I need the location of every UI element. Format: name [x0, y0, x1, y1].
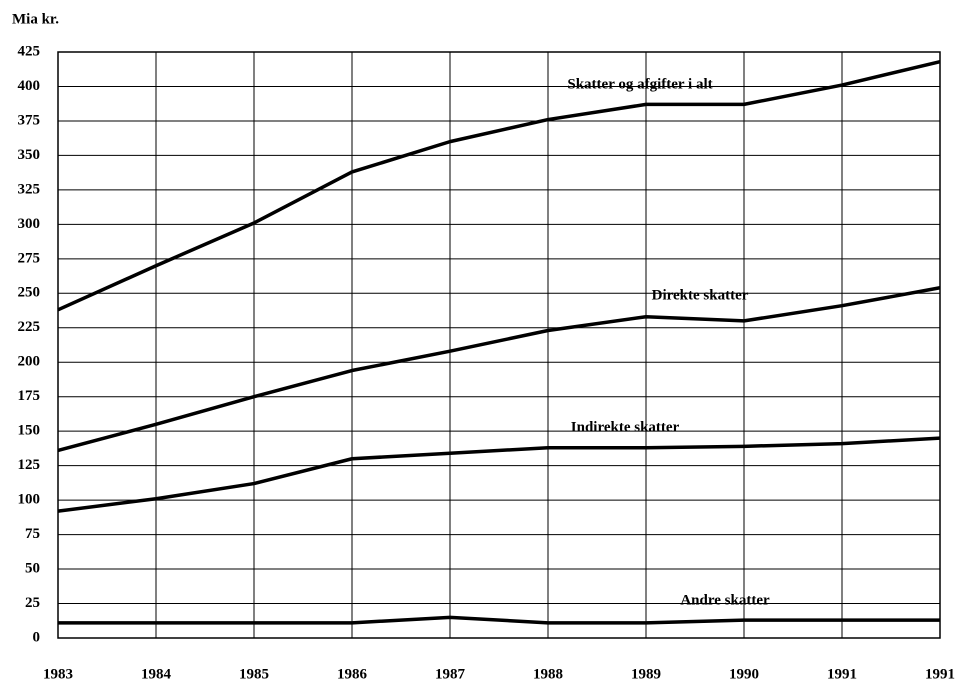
x-tick-label: 1988	[533, 666, 563, 682]
y-tick-label: 425	[18, 43, 41, 59]
x-tick-label: 1984	[141, 666, 172, 682]
series-label: Indirekte skatter	[571, 419, 680, 435]
y-tick-label: 250	[18, 285, 41, 301]
series-label: Direkte skatter	[652, 287, 749, 303]
x-tick-label: 1987	[435, 666, 466, 682]
x-tick-label: 1991	[925, 666, 955, 682]
series-label: Andre skatter	[680, 592, 770, 608]
y-tick-label: 175	[18, 388, 41, 404]
y-tick-label: 100	[18, 492, 41, 508]
y-tick-label: 400	[18, 78, 41, 94]
y-tick-label: 350	[18, 147, 41, 163]
y-tick-label: 0	[33, 629, 41, 645]
series-line	[57, 286, 941, 453]
series-label: Skatter og afgifter i alt	[567, 76, 712, 92]
y-tick-label: 25	[25, 595, 40, 611]
y-tick-label: 300	[18, 216, 41, 232]
series-line	[57, 59, 941, 312]
y-tick-label: 200	[18, 354, 41, 370]
x-tick-label: 1990	[729, 666, 759, 682]
x-tick-label: 1983	[43, 666, 73, 682]
y-tick-label: 325	[18, 181, 41, 197]
series-line	[58, 615, 940, 625]
x-tick-label: 1991	[827, 666, 857, 682]
x-tick-label: 1989	[631, 666, 661, 682]
y-tick-label: 225	[18, 319, 41, 335]
y-tick-label: 50	[25, 560, 40, 576]
y-tick-label: 375	[18, 112, 41, 128]
y-tick-label: 150	[18, 423, 41, 439]
y-tick-label: 75	[25, 526, 40, 542]
y-tick-label: 125	[18, 457, 41, 473]
x-tick-label: 1985	[239, 666, 269, 682]
plot-frame	[57, 51, 941, 639]
series-line	[57, 436, 941, 513]
y-tick-label: 275	[18, 250, 41, 266]
x-tick-label: 1986	[337, 666, 368, 682]
y-axis-label: Mia kr.	[12, 11, 59, 27]
